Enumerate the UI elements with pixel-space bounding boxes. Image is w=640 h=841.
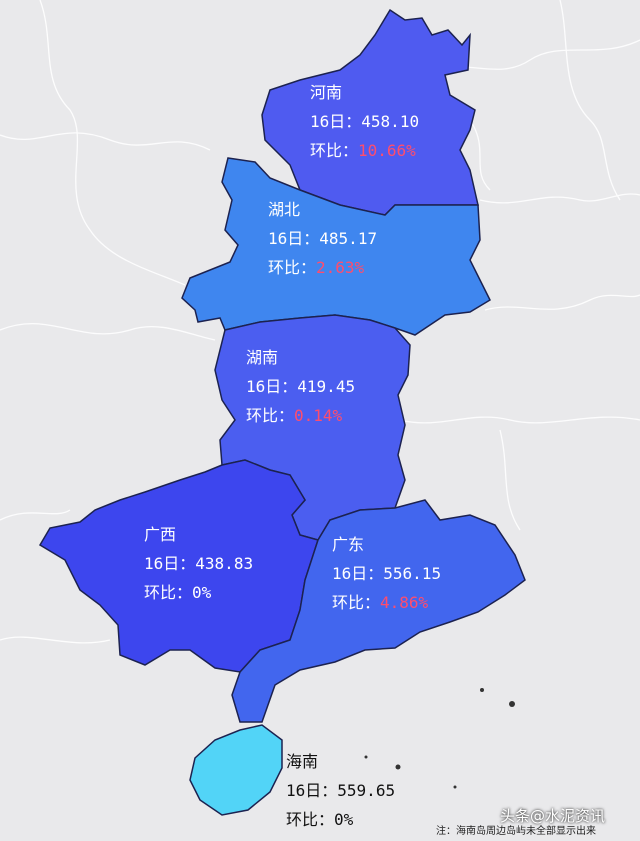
price-value: 556.15 — [383, 564, 442, 583]
label-hubei: 湖北 16日：485.17 环比：2.63% — [268, 200, 377, 287]
province-guangdong[interactable] — [231, 499, 526, 723]
price-value: 458.10 — [361, 112, 420, 131]
footnote: 注：海南岛周边岛屿未全部显示出来 — [436, 826, 596, 837]
change-label: 环比： — [332, 593, 381, 612]
province-name: 广西 — [144, 525, 177, 544]
change-label: 环比： — [310, 141, 359, 160]
change-value: 2.63% — [316, 258, 365, 277]
province-name: 海南 — [286, 752, 319, 771]
price-value: 559.65 — [337, 781, 396, 800]
watermark: 头条@水泥资讯 — [500, 807, 606, 825]
province-hainan[interactable] — [189, 724, 283, 816]
change-label: 环比： — [246, 406, 295, 425]
date-label: 16日： — [144, 554, 196, 573]
label-henan: 河南 16日：458.10 环比：10.66% — [310, 83, 419, 170]
date-label: 16日： — [332, 564, 384, 583]
province-guangxi[interactable] — [38, 459, 319, 673]
province-name: 河南 — [310, 83, 343, 102]
label-guangxi: 广西 16日：438.83 环比：0% — [144, 525, 253, 612]
change-value: 4.86% — [380, 593, 429, 612]
change-label: 环比： — [268, 258, 317, 277]
province-name: 湖北 — [268, 200, 301, 219]
label-hunan: 湖南 16日：419.45 环比：0.14% — [246, 348, 355, 435]
change-value: 0.14% — [294, 406, 343, 425]
date-label: 16日： — [246, 377, 298, 396]
change-label: 环比： — [144, 583, 193, 602]
date-label: 16日： — [268, 229, 320, 248]
change-value: 10.66% — [358, 141, 416, 160]
label-hainan: 海南 16日：559.65 环比：0% — [286, 752, 395, 839]
price-value: 419.45 — [297, 377, 356, 396]
date-label: 16日： — [286, 781, 338, 800]
change-value: 0% — [192, 583, 212, 602]
background-borders — [0, 0, 640, 644]
price-value: 438.83 — [195, 554, 254, 573]
change-value: 0% — [334, 810, 354, 829]
price-value: 485.17 — [319, 229, 378, 248]
province-name: 湖南 — [246, 348, 279, 367]
change-label: 环比： — [286, 810, 335, 829]
islands — [364, 688, 515, 789]
label-guangdong: 广东 16日：556.15 环比：4.86% — [332, 535, 441, 622]
province-name: 广东 — [332, 535, 365, 554]
date-label: 16日： — [310, 112, 362, 131]
